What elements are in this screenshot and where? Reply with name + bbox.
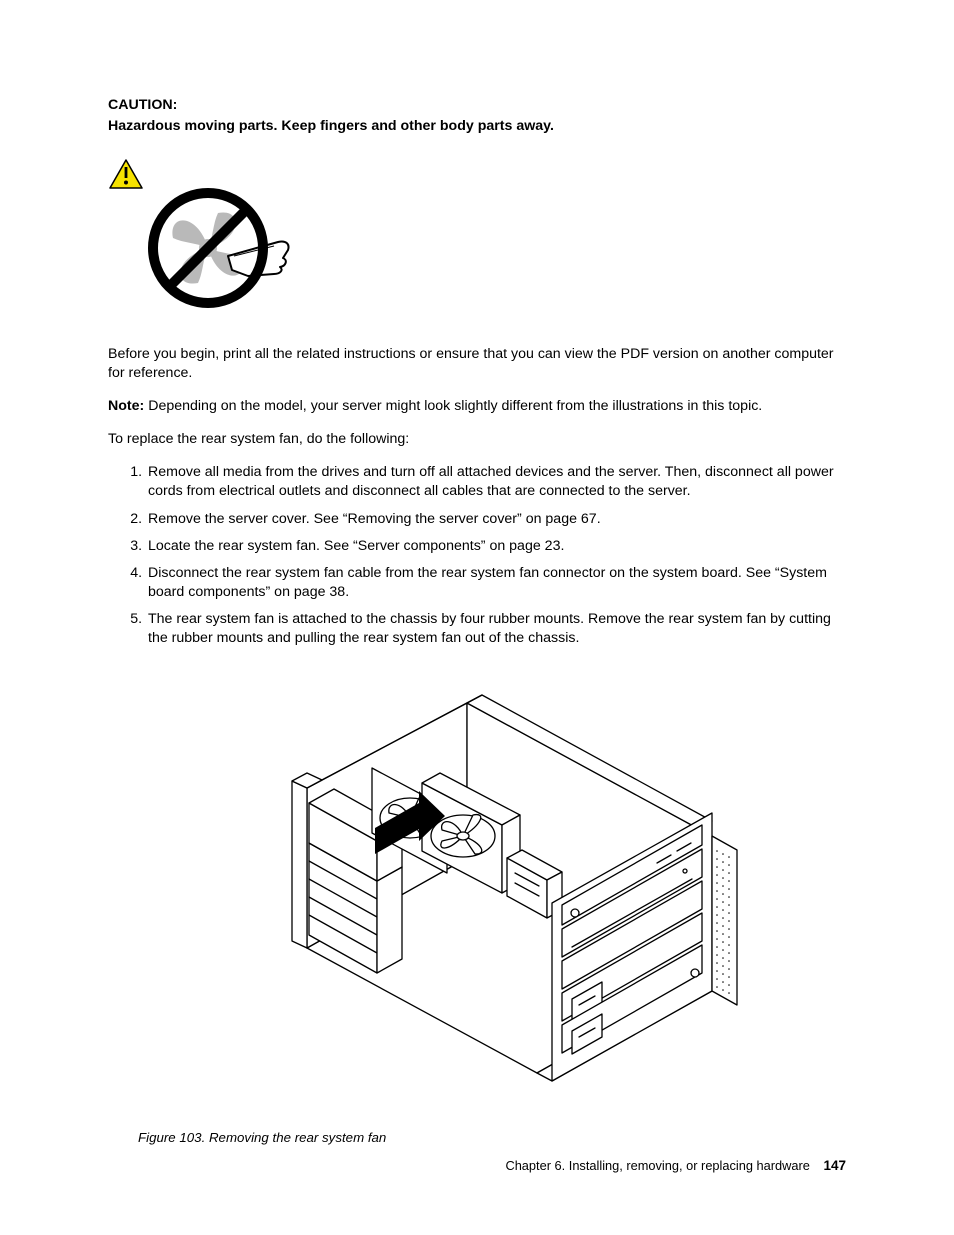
hazard-warning-svg bbox=[108, 158, 298, 318]
document-page: CAUTION: Hazardous moving parts. Keep fi… bbox=[0, 0, 954, 1235]
step-item: Remove the server cover. See “Removing t… bbox=[146, 510, 846, 529]
server-chassis-diagram bbox=[197, 673, 757, 1103]
steps-lead-in: To replace the rear system fan, do the f… bbox=[108, 430, 846, 449]
step-item: Locate the rear system fan. See “Server … bbox=[146, 537, 846, 556]
caution-heading: CAUTION: bbox=[108, 96, 846, 115]
steps-list: Remove all media from the drives and tur… bbox=[108, 463, 846, 648]
figure-caption: Figure 103. Removing the rear system fan bbox=[138, 1129, 846, 1147]
figure-block: Figure 103. Removing the rear system fan bbox=[108, 673, 846, 1147]
caution-text: Hazardous moving parts. Keep fingers and… bbox=[108, 117, 846, 136]
step-item: Disconnect the rear system fan cable fro… bbox=[146, 564, 846, 602]
intro-paragraph: Before you begin, print all the related … bbox=[108, 345, 846, 383]
no-touch-fan-icon bbox=[153, 193, 289, 303]
footer-chapter: Chapter 6. Installing, removing, or repl… bbox=[505, 1158, 809, 1173]
note-text: Depending on the model, your server migh… bbox=[144, 398, 762, 414]
warning-triangle-icon bbox=[110, 160, 142, 188]
step-item: Remove all media from the drives and tur… bbox=[146, 463, 846, 501]
hazard-warning-figure bbox=[108, 158, 846, 324]
step-item: The rear system fan is attached to the c… bbox=[146, 610, 846, 648]
note-paragraph: Note: Depending on the model, your serve… bbox=[108, 397, 846, 416]
footer-page-number: 147 bbox=[823, 1158, 846, 1173]
page-footer: Chapter 6. Installing, removing, or repl… bbox=[505, 1157, 846, 1175]
note-label: Note: bbox=[108, 398, 144, 414]
